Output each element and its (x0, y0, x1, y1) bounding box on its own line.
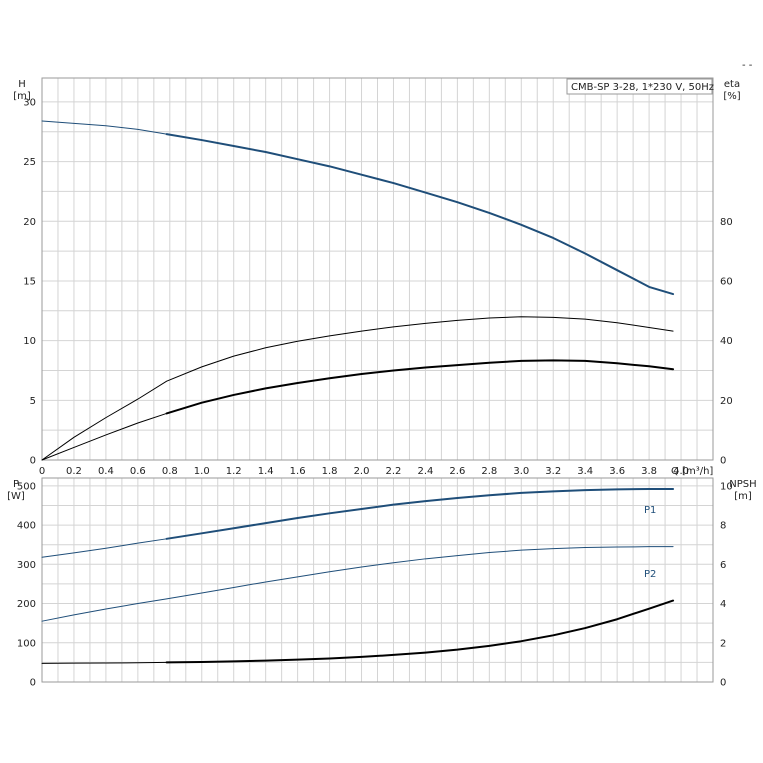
series-label-p2: P2 (644, 569, 656, 580)
x-axis-tick-label: 0.8 (162, 466, 178, 477)
x-axis-tick-label: 1.6 (290, 466, 306, 477)
top-left-axis-name: H (18, 79, 26, 90)
top-panel-ticks: 0 5 10 15 20 25 30 0 20 40 60 80 0 0.2 0.4 0.6 0.8 1.0 1.2… (23, 97, 732, 477)
top-left-axis-unit: [m] (13, 91, 31, 102)
legend-box (566, 78, 713, 95)
x-axis-tick-label: 0 (39, 466, 45, 477)
series-line-eta_lower-operating (165, 359, 675, 415)
top-right-axis-name: eta (724, 79, 740, 90)
top-panel-frame (41, 77, 714, 461)
right-axis-tick-label: 20 (720, 396, 733, 407)
series-line-head-operating (165, 133, 675, 296)
x-axis-tick-label: 3.0 (513, 466, 529, 477)
right-axis-tick-label: 10 (720, 481, 733, 492)
bottom-right-axis-name: NPSH (729, 479, 756, 490)
x-axis-tick-label: 3.4 (577, 466, 593, 477)
x-axis-tick-label: 2.8 (481, 466, 497, 477)
corner-mark: - - (742, 60, 753, 71)
x-axis-tick-label: 2.6 (449, 466, 465, 477)
x-axis-tick-label: 1.0 (194, 466, 210, 477)
bottom-panel-ticks: 0 100 200 300 400 500 0 2 4 6 8 10 (17, 481, 733, 688)
right-axis-tick-label: 6 (720, 560, 726, 571)
left-axis-tick-label: 100 (17, 638, 36, 649)
left-axis-tick-label: 0 (30, 456, 36, 467)
bottom-panel-frame (41, 477, 714, 683)
x-axis-unit-label: Q [m³/h] (671, 466, 713, 477)
right-axis-tick-label: 60 (720, 276, 733, 287)
series-line-p2 (41, 546, 674, 622)
x-axis-tick-label: 0.6 (130, 466, 146, 477)
series-line-p1-operating (165, 487, 675, 540)
right-axis-tick-label: 8 (720, 521, 726, 532)
x-axis-tick-label: 0.2 (66, 466, 82, 477)
x-axis-tick-label: 1.4 (258, 466, 274, 477)
x-axis-tick-label: 0.4 (98, 466, 114, 477)
x-axis-tick-label: 1.8 (322, 466, 338, 477)
x-axis-tick-label: 2.2 (386, 466, 402, 477)
x-axis-tick-label: 3.2 (545, 466, 561, 477)
left-axis-tick-label: 5 (30, 396, 36, 407)
series-line-npsh (41, 600, 674, 664)
top-panel-grid (42, 78, 713, 460)
right-axis-tick-label: 2 (720, 638, 726, 649)
x-axis-tick-label: 2.4 (417, 466, 433, 477)
left-axis-tick-label: 0 (30, 678, 36, 689)
left-axis-tick-label: 300 (17, 560, 36, 571)
left-axis-tick-label: 10 (23, 336, 36, 347)
x-axis-tick-label: 3.6 (609, 466, 625, 477)
bottom-right-axis-unit: [m] (734, 491, 752, 502)
x-axis-tick-label: 4.0 (673, 466, 689, 477)
left-axis-tick-label: 500 (17, 481, 36, 492)
right-axis-tick-label: 0 (720, 678, 726, 689)
right-axis-tick-label: 80 (720, 217, 733, 228)
x-axis-tick-label: 3.8 (641, 466, 657, 477)
right-axis-tick-label: 0 (720, 456, 726, 467)
right-axis-tick-label: 40 (720, 336, 733, 347)
left-axis-tick-label: 30 (23, 97, 36, 108)
series-label-p1: P1 (644, 505, 656, 516)
left-axis-tick-label: 20 (23, 217, 36, 228)
bottom-panel-series (41, 487, 675, 664)
left-axis-tick-label: 15 (23, 276, 36, 287)
series-line-eta_upper (41, 316, 674, 461)
bottom-left-axis-unit: [W] (7, 491, 25, 502)
left-axis-tick-label: 200 (17, 599, 36, 610)
series-line-npsh-operating (165, 599, 675, 664)
x-axis-tick-label: 2.0 (354, 466, 370, 477)
bottom-left-axis-name: P (13, 479, 19, 490)
legend-text: CMB-SP 3-28, 1*230 V, 50Hz (571, 82, 714, 93)
left-axis-tick-label: 25 (23, 157, 36, 168)
x-axis-tick-label: 1.2 (226, 466, 242, 477)
top-right-axis-unit: [%] (723, 91, 740, 102)
top-panel-series (41, 120, 675, 461)
left-axis-tick-label: 400 (17, 521, 36, 532)
series-line-p1 (41, 488, 674, 558)
series-line-head (41, 120, 674, 295)
right-axis-tick-label: 4 (720, 599, 726, 610)
bottom-panel-grid (42, 478, 713, 682)
